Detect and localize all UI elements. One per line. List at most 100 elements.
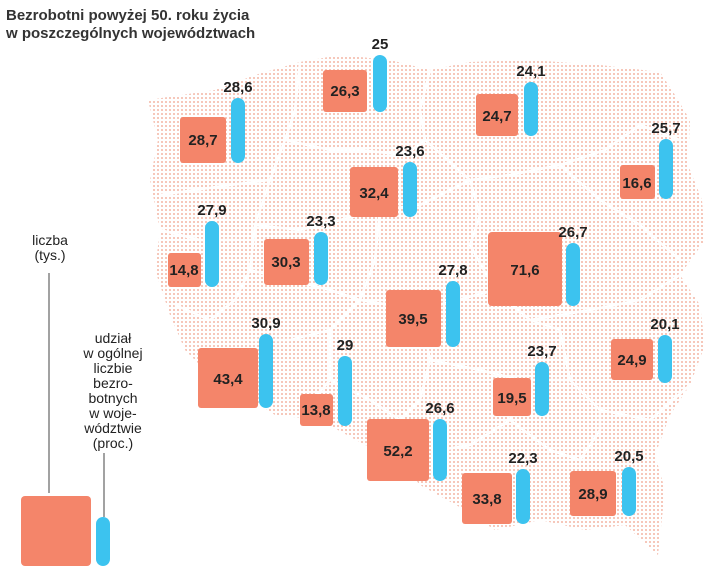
count-square bbox=[323, 70, 367, 112]
count-label: 24,9 bbox=[617, 352, 646, 369]
region-marker: 19,5 23,7 bbox=[493, 343, 557, 416]
share-bar bbox=[231, 98, 245, 163]
share-label: 23,6 bbox=[395, 143, 424, 160]
count-label: 52,2 bbox=[383, 443, 412, 460]
share-bar bbox=[566, 243, 580, 306]
region-marker: 32,4 23,6 bbox=[350, 143, 425, 217]
count-label: 71,6 bbox=[510, 262, 539, 279]
region-markers: 26,3 25 24,7 24,1 28,7 28,6 32,4 23,6 16… bbox=[168, 36, 681, 524]
share-label: 20,1 bbox=[650, 316, 679, 333]
share-bar bbox=[516, 469, 530, 524]
legend-count-square bbox=[21, 496, 91, 566]
legend-count-line: (tys.) bbox=[34, 247, 66, 263]
legend-count-label: liczba (tys.) bbox=[22, 233, 78, 263]
legend-share-line: wództwie bbox=[84, 420, 142, 436]
count-square bbox=[620, 165, 655, 199]
count-label: 13,8 bbox=[301, 402, 330, 419]
region-marker: 24,7 24,1 bbox=[476, 63, 546, 136]
chart-title-line-2: w poszczególnych województwach bbox=[6, 25, 256, 42]
share-bar bbox=[314, 232, 328, 285]
legend-share-line: udział bbox=[94, 330, 132, 346]
share-bar bbox=[524, 82, 538, 136]
region-marker: 28,7 28,6 bbox=[180, 79, 253, 163]
count-label: 26,3 bbox=[330, 83, 359, 100]
count-square bbox=[611, 339, 653, 380]
share-label: 23,3 bbox=[306, 213, 335, 230]
share-label: 26,6 bbox=[425, 400, 454, 417]
share-label: 29 bbox=[337, 337, 354, 354]
share-bar bbox=[373, 55, 387, 112]
region-marker: 16,6 25,7 bbox=[620, 120, 681, 199]
share-label: 26,7 bbox=[558, 224, 587, 241]
legend-share-line: w ogólnej bbox=[83, 345, 143, 361]
region-marker: 52,2 26,6 bbox=[367, 400, 455, 481]
count-label: 16,6 bbox=[622, 175, 651, 192]
region-marker: 30,3 23,3 bbox=[264, 213, 336, 285]
legend-share-line: (proc.) bbox=[92, 435, 134, 451]
legend-share-line: w woje- bbox=[89, 405, 137, 421]
count-square bbox=[493, 378, 531, 416]
share-label: 23,7 bbox=[527, 343, 556, 360]
share-bar bbox=[205, 221, 219, 287]
count-label: 32,4 bbox=[359, 185, 389, 202]
region-marker: 28,9 20,5 bbox=[570, 448, 644, 516]
share-label: 28,6 bbox=[223, 79, 252, 96]
count-label: 33,8 bbox=[472, 491, 501, 508]
share-bar bbox=[622, 467, 636, 516]
count-square bbox=[367, 419, 429, 481]
count-label: 28,7 bbox=[188, 132, 217, 149]
region-marker: 14,8 27,9 bbox=[168, 202, 227, 287]
count-square bbox=[386, 290, 441, 347]
share-label: 25,7 bbox=[651, 120, 680, 137]
count-label: 30,3 bbox=[271, 254, 300, 271]
count-square bbox=[300, 394, 333, 426]
legend-key bbox=[21, 273, 110, 566]
share-bar bbox=[433, 419, 447, 481]
count-square bbox=[488, 232, 562, 306]
count-label: 24,7 bbox=[482, 108, 511, 125]
share-label: 22,3 bbox=[508, 450, 537, 467]
share-label: 24,1 bbox=[516, 63, 545, 80]
count-square bbox=[198, 348, 258, 408]
chart-title-line-1: Bezrobotni powyżej 50. roku życia bbox=[6, 7, 250, 24]
region-marker: 24,9 20,1 bbox=[611, 316, 680, 383]
region-marker: 26,3 25 bbox=[323, 36, 388, 112]
region-marker: 43,4 30,9 bbox=[198, 315, 281, 408]
share-label: 20,5 bbox=[614, 448, 643, 465]
region-marker: 33,8 22,3 bbox=[462, 450, 538, 524]
count-square bbox=[168, 253, 201, 287]
count-label: 14,8 bbox=[169, 262, 198, 279]
count-square bbox=[350, 167, 398, 217]
region-marker: 39,5 27,8 bbox=[386, 262, 468, 347]
chart-title: Bezrobotni powyżej 50. roku życia w posz… bbox=[6, 7, 255, 43]
share-bar bbox=[535, 362, 549, 416]
share-label: 27,8 bbox=[438, 262, 467, 279]
share-label: 25 bbox=[372, 36, 389, 53]
legend-share-label: udział w ogólnej liczbie bezro- botnych … bbox=[74, 331, 152, 451]
legend-share-line: botnych bbox=[88, 390, 138, 406]
count-square bbox=[180, 117, 226, 163]
count-label: 19,5 bbox=[497, 390, 526, 407]
count-square bbox=[264, 239, 309, 285]
region-marker: 13,8 29 bbox=[300, 337, 353, 426]
legend-count-line: liczba bbox=[32, 232, 68, 248]
count-label: 43,4 bbox=[213, 371, 243, 388]
region-marker: 71,6 26,7 bbox=[488, 224, 588, 306]
legend-share-line: liczbie bbox=[93, 360, 133, 376]
count-label: 28,9 bbox=[578, 486, 607, 503]
count-square bbox=[570, 471, 616, 516]
count-square bbox=[462, 473, 512, 524]
share-label: 30,9 bbox=[251, 315, 280, 332]
legend-share-bar bbox=[96, 517, 110, 566]
share-bar bbox=[403, 162, 417, 217]
share-bar bbox=[338, 356, 352, 426]
share-bar bbox=[658, 335, 672, 383]
share-bar bbox=[446, 281, 460, 347]
share-label: 27,9 bbox=[197, 202, 226, 219]
share-bar bbox=[259, 334, 273, 408]
count-square bbox=[476, 94, 518, 136]
share-bar bbox=[659, 139, 673, 199]
legend-share-line: bezro- bbox=[93, 375, 133, 391]
count-label: 39,5 bbox=[398, 311, 427, 328]
